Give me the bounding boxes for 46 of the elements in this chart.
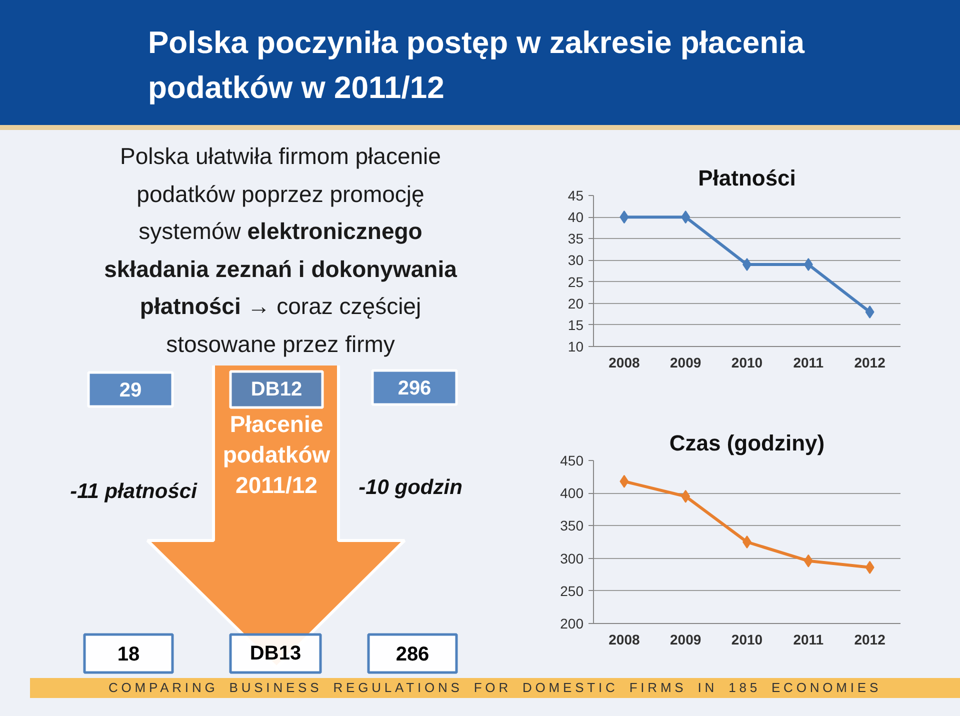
text: 29 bbox=[119, 380, 142, 402]
text: COMPARING BUSINESS REGULATIONS FOR DOMESTIC FIRMS IN 185 ECONOMIES bbox=[30, 678, 960, 698]
text: 296 bbox=[398, 378, 432, 400]
point bbox=[620, 474, 629, 488]
x-tick-label: 2010 bbox=[731, 354, 763, 370]
point bbox=[620, 210, 629, 224]
y-tick-label: 250 bbox=[560, 582, 584, 599]
text: DB12 bbox=[250, 378, 302, 400]
point bbox=[681, 210, 690, 224]
x-tick-label: 2011 bbox=[793, 354, 824, 370]
x-tick-label: 2008 bbox=[608, 354, 640, 370]
point bbox=[804, 554, 813, 568]
x-tick-label: 2008 bbox=[608, 632, 640, 648]
x-tick-label: 2011 bbox=[793, 632, 824, 648]
y-tick-label: 350 bbox=[560, 518, 584, 534]
y-tick-label: 30 bbox=[568, 252, 584, 268]
x-tick-label: 2010 bbox=[731, 632, 763, 648]
text: Polska ułatwiła firmom płacenie podatków poprzez promocję systemów elektronicznego składania zeznań i dokonywania płatności → coraz częściej stosowane przez firmy bbox=[104, 143, 457, 356]
y-tick-label: 10 bbox=[568, 338, 584, 354]
y-tick-label: 35 bbox=[568, 230, 584, 247]
point bbox=[804, 258, 813, 272]
text: Polska poczyniła postęp w zakresie płacenia podatków w 2011/12 bbox=[0, 0, 960, 130]
y-tick-label: 25 bbox=[568, 274, 584, 290]
point bbox=[681, 490, 690, 503]
x-tick-label: 2012 bbox=[854, 632, 886, 648]
y-tick-label: 300 bbox=[560, 550, 584, 566]
y-tick-label: 200 bbox=[560, 616, 584, 632]
text: 18 bbox=[117, 644, 140, 666]
chart-title: Czas (godziny) bbox=[669, 430, 825, 456]
y-tick-label: 20 bbox=[568, 295, 584, 312]
x-tick-label: 2012 bbox=[854, 354, 886, 370]
y-tick-label: 15 bbox=[568, 316, 584, 333]
chart-title: Płatności bbox=[698, 166, 796, 190]
point bbox=[865, 305, 874, 318]
y-tick-label: 40 bbox=[568, 209, 584, 226]
text: -10 godzin bbox=[358, 476, 462, 499]
text: Płacenie podatków 2011/12 bbox=[222, 410, 330, 498]
text: 286 bbox=[396, 644, 430, 666]
x-tick-label: 2009 bbox=[670, 632, 702, 648]
text: -11 płatności bbox=[70, 480, 198, 503]
y-tick-label: 450 bbox=[560, 452, 584, 468]
x-tick-label: 2009 bbox=[670, 354, 702, 370]
y-tick-label: 45 bbox=[568, 188, 584, 204]
text: DB13 bbox=[250, 642, 302, 664]
point bbox=[865, 560, 874, 574]
y-tick-label: 400 bbox=[560, 485, 584, 502]
